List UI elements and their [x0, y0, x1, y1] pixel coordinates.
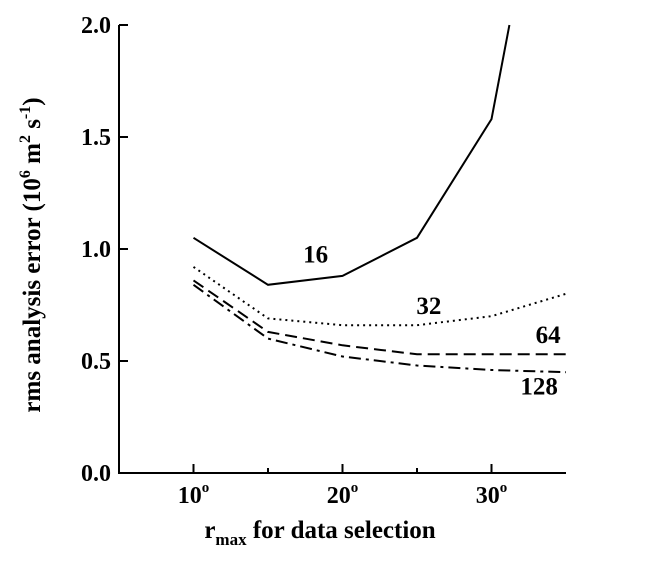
- y-tick-label: 0.5: [81, 349, 111, 375]
- series-label-32: 32: [416, 293, 441, 320]
- y-axis-title: rms analysis error (106 m2 s-1): [17, 97, 46, 412]
- y-tick-label: 2.0: [81, 13, 111, 39]
- series-label-128: 128: [520, 374, 558, 401]
- series-line-32: [192, 266, 567, 327]
- y-tick-label: 0.0: [81, 461, 111, 487]
- x-axis-title: rmax for data selection: [204, 517, 435, 549]
- x-tick-label: 30o: [476, 480, 508, 509]
- series-labels: 16 32 64 128: [303, 241, 561, 400]
- y-tick-label: 1.0: [81, 237, 111, 263]
- series-line-128: [192, 283, 567, 374]
- series-line-16: [192, 24, 511, 286]
- series-layer: [192, 24, 567, 374]
- series-label-64: 64: [536, 322, 562, 349]
- y-tick-label: 1.5: [81, 125, 111, 151]
- x-tick-label: 20o: [327, 480, 359, 509]
- series-label-16: 16: [303, 241, 328, 268]
- axis-frame: [118, 25, 566, 474]
- plot-axes: 0.0 0.5 1.0 1.5 2.0 10o 20o 30o: [81, 13, 566, 509]
- x-tick-label: 10o: [178, 480, 210, 509]
- series-line-64: [192, 279, 566, 356]
